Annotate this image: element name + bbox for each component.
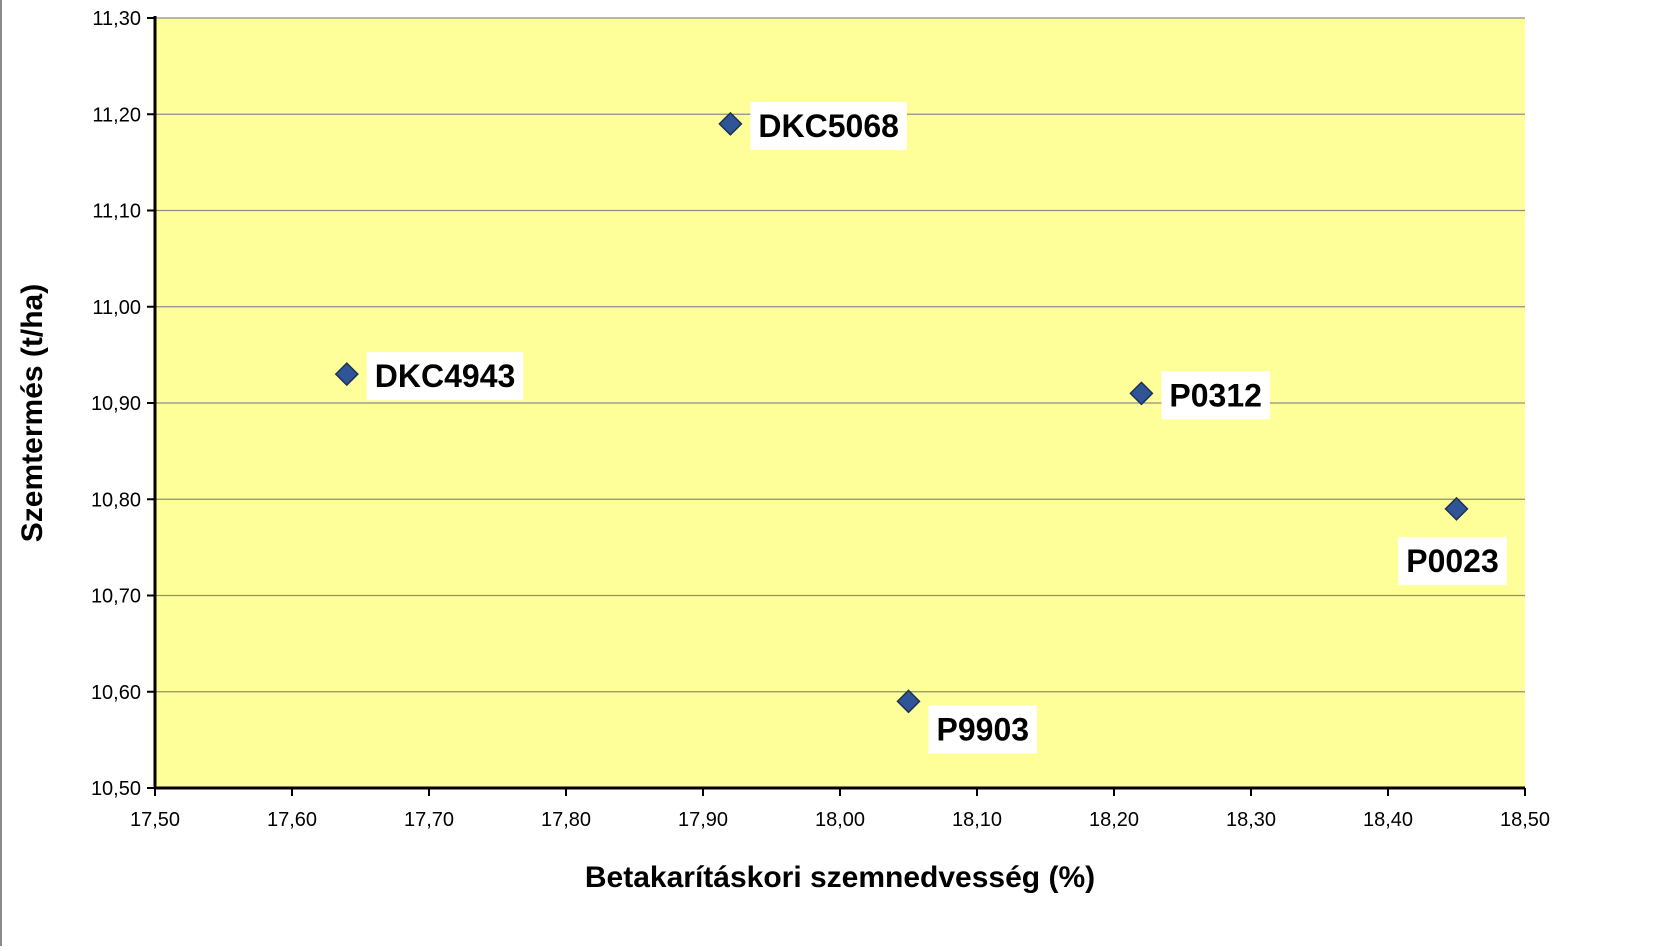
data-points: DKC5068 DKC4943 P0312 P0023 P9903: [334, 101, 1507, 754]
data-label-box: [928, 705, 1038, 754]
x-tick-label: 18,50: [1500, 809, 1550, 831]
point-P0023: P0023: [1398, 496, 1507, 585]
data-point-marker: [334, 362, 359, 387]
x-tick-label: 17,90: [678, 809, 728, 831]
axes: [147, 16, 1526, 796]
data-label-box: [366, 352, 524, 401]
y-tick-label: 10,70: [91, 586, 141, 608]
data-point-marker: [896, 689, 921, 714]
data-label: P0312: [1169, 377, 1262, 413]
x-axis-title: Betakarításkori szemnedvesség (%): [585, 861, 1095, 894]
data-point-marker: [1444, 496, 1469, 521]
x-tick-label: 18,40: [1363, 809, 1413, 831]
y-tick-label: 10,60: [91, 682, 141, 704]
data-label: P9903: [937, 711, 1030, 747]
gridlines: [155, 17, 1525, 693]
point-DKC4943: DKC4943: [334, 352, 524, 401]
x-tick-label: 17,50: [130, 809, 180, 831]
data-label-box: [750, 101, 907, 150]
x-tick-label: 18,10: [952, 809, 1002, 831]
data-label-box: [1161, 371, 1270, 420]
point-DKC5068: DKC5068: [718, 101, 907, 150]
data-point-marker: [1129, 381, 1154, 406]
x-tick-label: 18,00: [815, 809, 865, 831]
y-axis-title: Szemtermés (t/ha): [16, 284, 49, 542]
x-tick-label: 17,60: [267, 809, 317, 831]
y-tick-label: 11,30: [92, 8, 141, 30]
x-tick-label: 17,80: [541, 809, 591, 831]
data-label: P0023: [1406, 543, 1499, 579]
y-tick-label: 11,20: [92, 104, 141, 126]
x-tick-labels: 17,50 17,60 17,70 17,80 17,90 18,00 18,10 18,20…: [130, 809, 1550, 831]
data-label: DKC4943: [375, 358, 516, 394]
y-tick-label: 11,00: [92, 297, 141, 319]
data-point-marker: [718, 111, 743, 136]
x-tick-label: 18,30: [1226, 809, 1276, 831]
x-tick-label: 17,70: [404, 809, 454, 831]
y-tick-label: 10,90: [91, 393, 141, 415]
data-label-box: [1398, 536, 1507, 585]
y-tick-label: 11,10: [92, 201, 141, 223]
point-P0312: P0312: [1129, 371, 1270, 420]
data-label: DKC5068: [758, 108, 899, 144]
window-edge: [0, 0, 2, 946]
y-tick-label: 10,80: [91, 489, 141, 511]
x-tick-label: 18,20: [1089, 809, 1139, 831]
point-P9903: P9903: [896, 689, 1038, 754]
y-tick-labels: 10,50 10,60 10,70 10,80 10,90 11,00 11,10 11,20…: [91, 8, 141, 800]
y-tick-label: 10,50: [91, 778, 141, 800]
